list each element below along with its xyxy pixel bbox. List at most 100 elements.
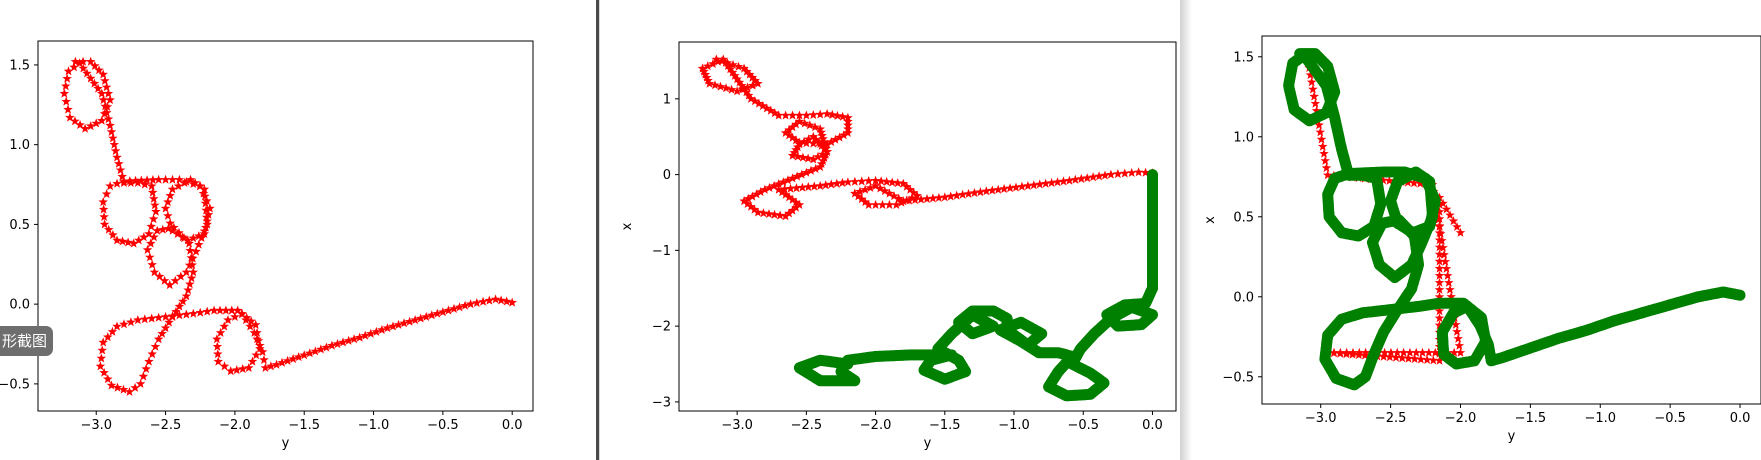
star-marker: [1434, 242, 1445, 252]
star-marker: [163, 223, 174, 233]
star-marker: [130, 175, 141, 185]
axes-frame: [1261, 35, 1761, 405]
star-marker: [1023, 181, 1033, 190]
star-marker: [153, 334, 164, 344]
star-marker: [260, 362, 271, 372]
star-marker: [750, 96, 760, 106]
star-marker: [203, 209, 214, 219]
x-axis-label: y: [1508, 429, 1516, 444]
star-marker: [1445, 284, 1455, 294]
star-marker: [145, 252, 155, 262]
star-marker: [209, 305, 219, 315]
star-marker: [101, 189, 112, 199]
star-marker: [96, 353, 107, 363]
star-marker: [850, 176, 860, 186]
star-marker: [1434, 213, 1445, 223]
star-marker: [327, 340, 337, 350]
star-marker: [90, 61, 100, 70]
star-marker: [249, 327, 260, 337]
star-marker: [167, 184, 178, 194]
y-tick-label: 1: [663, 92, 671, 107]
star-marker: [1415, 178, 1425, 188]
star-marker: [889, 191, 899, 201]
star-marker: [103, 332, 113, 342]
x-tick-label: −1.5: [288, 418, 320, 433]
star-marker: [815, 109, 825, 119]
x-tick-label: −2.0: [219, 418, 251, 433]
star-marker: [791, 183, 802, 193]
star-marker: [739, 63, 749, 73]
star-marker: [793, 151, 803, 161]
star-marker: [728, 59, 738, 69]
star-marker: [863, 176, 874, 186]
star-marker: [1438, 242, 1448, 252]
star-marker: [764, 182, 775, 192]
star-marker: [148, 187, 158, 197]
star-marker: [760, 184, 770, 194]
star-marker: [784, 208, 794, 218]
star-marker: [98, 337, 108, 347]
circle-marker: [842, 358, 854, 370]
y-tick-label: −2: [652, 320, 671, 335]
star-marker: [70, 116, 80, 126]
star-marker: [148, 175, 158, 185]
star-marker: [212, 334, 222, 344]
star-marker: [863, 199, 874, 209]
star-marker: [213, 349, 223, 359]
star-marker: [465, 299, 476, 309]
y-tick-label: 1.5: [1233, 50, 1254, 65]
star-marker: [799, 118, 810, 128]
star-marker: [1329, 348, 1339, 358]
x-tick-label: −1.0: [998, 418, 1030, 433]
star-marker: [1409, 178, 1419, 188]
screenshot-badge[interactable]: 形截图: [0, 326, 54, 356]
star-marker: [138, 371, 149, 381]
star-marker: [916, 194, 926, 204]
star-marker: [382, 323, 393, 333]
star-marker: [163, 210, 173, 220]
star-marker: [97, 88, 107, 98]
x-tick-label: 0.0: [502, 418, 523, 433]
star-marker: [97, 345, 107, 355]
star-marker: [791, 202, 801, 212]
star-marker: [165, 280, 175, 290]
star-marker: [93, 83, 103, 93]
star-marker: [198, 188, 209, 198]
star-marker: [1064, 175, 1075, 185]
star-marker: [160, 203, 171, 213]
star-marker: [199, 229, 210, 238]
star-marker: [1434, 263, 1445, 273]
star-marker: [245, 321, 255, 331]
star-marker: [149, 267, 160, 277]
star-marker: [106, 380, 117, 390]
star-marker: [194, 231, 204, 241]
star-marker: [432, 308, 443, 318]
star-marker: [877, 199, 888, 209]
star-marker: [227, 305, 237, 315]
star-marker: [850, 188, 860, 198]
star-marker: [410, 315, 420, 325]
star-marker: [181, 291, 192, 301]
star-marker: [769, 209, 780, 219]
star-marker: [787, 194, 798, 204]
star-marker: [755, 187, 766, 197]
x-axis-label: y: [282, 436, 290, 451]
star-marker: [1439, 249, 1449, 259]
star-marker: [754, 98, 764, 108]
star-marker: [910, 195, 920, 205]
star-marker: [898, 178, 908, 188]
star-marker: [1321, 163, 1332, 173]
star-marker: [904, 195, 914, 205]
star-marker: [723, 61, 733, 70]
y-tick-label: 0.5: [1233, 210, 1254, 225]
star-marker: [922, 194, 932, 203]
star-marker: [266, 361, 276, 371]
star-marker: [215, 305, 225, 315]
star-marker: [100, 101, 110, 111]
star-marker: [1384, 175, 1395, 185]
star-marker: [816, 140, 827, 150]
star-marker: [472, 298, 482, 307]
star-marker: [798, 152, 808, 162]
star-marker: [766, 105, 776, 115]
star-marker: [773, 110, 784, 120]
